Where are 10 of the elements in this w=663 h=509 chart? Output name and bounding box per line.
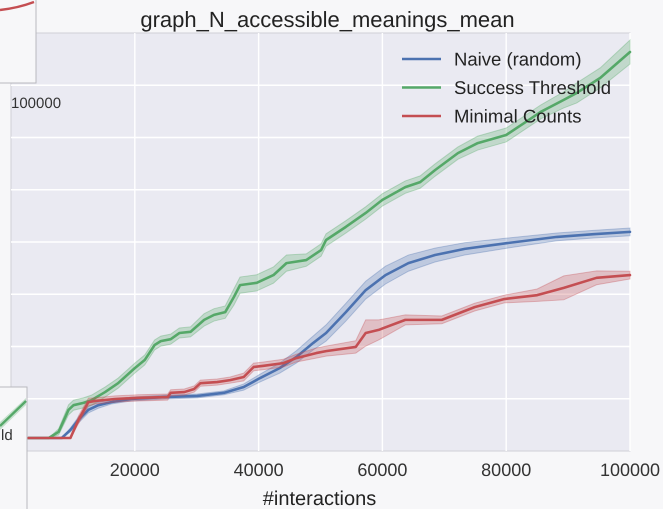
annotation: ld: [1, 427, 13, 444]
x-tick-label: 100000: [600, 460, 660, 480]
x-tick-label: 60000: [357, 460, 408, 480]
x-tick-label: 80000: [481, 460, 532, 480]
annotation: 100000: [11, 95, 62, 112]
x-tick-label: 40000: [234, 460, 284, 480]
x-axis-title: #interactions: [262, 488, 376, 509]
x-tick-label: 20000: [110, 460, 160, 480]
legend-label: Naive (random): [454, 48, 582, 70]
chart-title: graph_N_accessible_meanings_mean: [140, 7, 515, 32]
